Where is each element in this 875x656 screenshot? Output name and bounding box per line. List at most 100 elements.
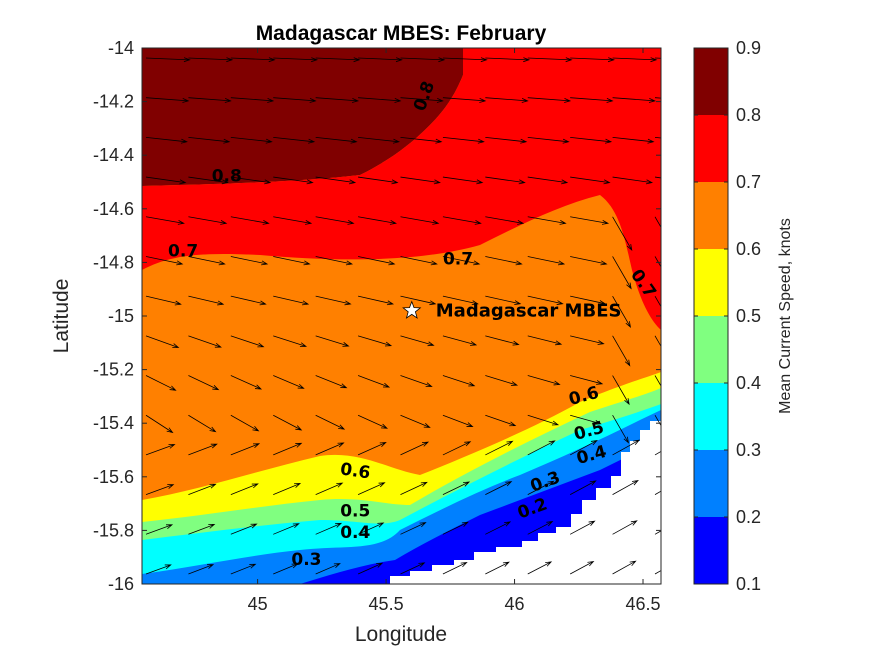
vector-arrow <box>485 414 517 427</box>
vector-arrow <box>569 560 595 575</box>
vector-arrow <box>188 375 220 391</box>
vector-arrow <box>188 57 234 63</box>
vector-arrow <box>188 483 217 495</box>
vector-arrow <box>315 482 344 495</box>
vector-arrow <box>358 216 397 225</box>
vector-arrow <box>570 97 614 103</box>
vector-arrow <box>230 176 272 185</box>
vector-arrow <box>315 256 354 266</box>
vector-arrow <box>273 483 302 495</box>
vector-arrow <box>400 335 435 347</box>
y-tick-label: -15 <box>108 306 134 326</box>
vector-arrow <box>654 570 661 575</box>
vector-arrow <box>230 414 260 432</box>
colorbar-segment <box>694 383 728 450</box>
vector-arrow <box>188 443 218 456</box>
vector-arrow <box>612 256 632 290</box>
vector-arrow <box>485 561 510 575</box>
contour-label: 0.7 <box>443 250 473 270</box>
vector-arrow <box>357 522 385 535</box>
vector-arrow <box>400 176 441 185</box>
contour-label: 0.3 <box>291 550 321 570</box>
vector-arrow <box>485 521 512 535</box>
vector-arrow <box>485 97 529 103</box>
colorbar-segment <box>694 316 728 383</box>
vector-arrow <box>442 375 476 387</box>
vector-arrow <box>654 415 661 427</box>
vector-arrow <box>145 414 174 434</box>
vector-arrow <box>273 97 317 103</box>
vector-arrow <box>188 176 229 185</box>
vector-arrow <box>358 57 403 63</box>
contour-label: 0.7 <box>168 242 198 262</box>
vector-arrow <box>273 563 299 575</box>
vector-arrow <box>527 176 569 185</box>
y-tick-label: -14.6 <box>93 199 134 219</box>
vector-arrow <box>230 483 259 495</box>
vector-arrow <box>527 521 554 535</box>
contour-labels: 0.80.80.7 0.70.70.60.50.40.60.50.40.30.20… <box>168 79 660 570</box>
vector-arrow <box>485 57 531 63</box>
vector-arrow <box>357 562 384 575</box>
vector-arrow <box>230 375 263 390</box>
vector-arrow <box>612 216 633 251</box>
y-tick-label: -15.6 <box>93 467 134 487</box>
vector-arrow <box>145 57 191 63</box>
vector-arrow <box>400 481 428 495</box>
y-tick-label: -15.4 <box>93 413 134 433</box>
vector-arrow <box>188 335 222 348</box>
vector-arrow <box>315 216 355 225</box>
vector-arrow <box>400 256 438 266</box>
vector-arrow <box>570 414 602 425</box>
vector-arrow <box>527 256 566 266</box>
vector-arrow <box>145 136 188 144</box>
contour-band-0.7-0.8 <box>142 48 661 330</box>
vector-arrow <box>612 415 630 444</box>
land-mask <box>390 410 661 584</box>
vector-arrow <box>315 414 346 430</box>
colorbar-segment <box>694 249 728 316</box>
vector-arrow <box>230 216 270 225</box>
vector-arrow <box>612 176 654 185</box>
vector-arrow <box>400 441 430 456</box>
vector-arrow <box>442 97 487 103</box>
vector-arrow <box>527 295 564 305</box>
vector-arrow <box>654 57 661 59</box>
x-axis-label: Longitude <box>355 623 447 646</box>
vector-arrow <box>145 375 177 391</box>
y-tick-label: -14 <box>108 38 134 58</box>
colorbar-tick-label: 0.2 <box>736 507 761 527</box>
colorbar-tick-label: 0.5 <box>736 306 761 326</box>
vector-arrow <box>612 560 637 575</box>
vector-arrow <box>612 136 655 144</box>
y-axis: -14 -14.2 -14.4 -14.6 -14.8 -15 -15.2 -15.4 -15.… <box>93 38 661 594</box>
vector-arrow <box>570 335 605 345</box>
vector-arrow <box>145 484 175 495</box>
y-tick-label: -16 <box>108 574 134 594</box>
colorbar-tick-label: 0.9 <box>736 38 761 58</box>
vector-arrow <box>654 451 661 456</box>
contour-label: 0.6 <box>339 459 372 483</box>
vector-arrow <box>442 481 471 495</box>
vector-arrow <box>145 564 172 575</box>
vector-arrow <box>315 295 352 306</box>
vector-arrow <box>485 256 523 266</box>
vector-arrow <box>188 97 232 103</box>
vector-arrow <box>358 97 402 103</box>
vector-arrow <box>570 295 607 305</box>
vector-arrow <box>569 440 598 456</box>
vector-arrow <box>357 295 395 306</box>
vector-arrow <box>145 256 184 266</box>
vector-arrow <box>230 136 273 144</box>
vector-arrow <box>400 295 437 306</box>
vector-arrow <box>273 256 311 266</box>
vector-arrow <box>612 479 639 495</box>
vector-arrow <box>358 256 396 266</box>
contour-label: 0.8 <box>212 167 242 187</box>
vector-arrow <box>273 176 314 185</box>
vector-arrow <box>357 414 388 429</box>
vector-arrow <box>612 439 641 456</box>
vector-arrow <box>612 335 631 367</box>
vector-arrow <box>358 136 401 144</box>
